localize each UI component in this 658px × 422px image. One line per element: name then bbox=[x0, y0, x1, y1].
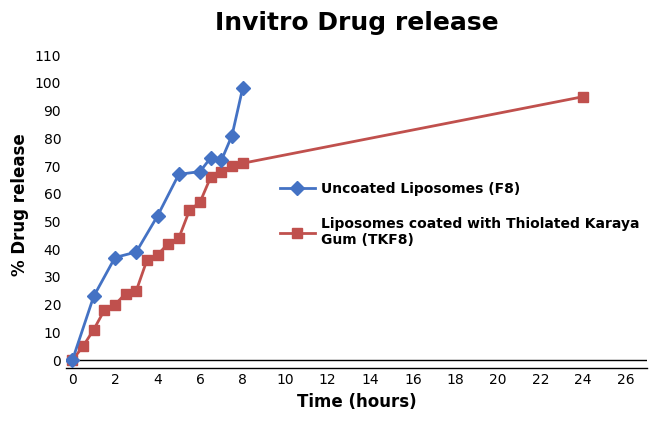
Y-axis label: % Drug release: % Drug release bbox=[11, 133, 29, 276]
Line: Uncoated Liposomes (F8): Uncoated Liposomes (F8) bbox=[68, 84, 247, 365]
Liposomes coated with Thiolated Karaya
Gum (TKF8) bbox=[79, 344, 87, 349]
Liposomes coated with Thiolated Karaya
Gum (TKF8) bbox=[122, 291, 130, 296]
Uncoated Liposomes (F8) bbox=[196, 169, 204, 174]
Liposomes coated with Thiolated Karaya
Gum (TKF8) bbox=[101, 308, 109, 313]
Uncoated Liposomes (F8) bbox=[89, 294, 97, 299]
Legend: Uncoated Liposomes (F8), Liposomes coated with Thiolated Karaya
Gum (TKF8): Uncoated Liposomes (F8), Liposomes coate… bbox=[280, 182, 640, 247]
Liposomes coated with Thiolated Karaya
Gum (TKF8) bbox=[153, 252, 161, 257]
Title: Invitro Drug release: Invitro Drug release bbox=[215, 11, 498, 35]
Uncoated Liposomes (F8) bbox=[217, 158, 225, 163]
Liposomes coated with Thiolated Karaya
Gum (TKF8) bbox=[111, 302, 119, 307]
Liposomes coated with Thiolated Karaya
Gum (TKF8) bbox=[143, 258, 151, 263]
Uncoated Liposomes (F8) bbox=[207, 155, 215, 160]
Uncoated Liposomes (F8) bbox=[175, 172, 183, 177]
Uncoated Liposomes (F8) bbox=[68, 357, 76, 362]
Liposomes coated with Thiolated Karaya
Gum (TKF8) bbox=[207, 175, 215, 180]
Liposomes coated with Thiolated Karaya
Gum (TKF8) bbox=[132, 288, 140, 293]
Liposomes coated with Thiolated Karaya
Gum (TKF8) bbox=[175, 235, 183, 241]
Liposomes coated with Thiolated Karaya
Gum (TKF8) bbox=[186, 208, 193, 213]
Liposomes coated with Thiolated Karaya
Gum (TKF8) bbox=[228, 163, 236, 168]
Liposomes coated with Thiolated Karaya
Gum (TKF8) bbox=[164, 241, 172, 246]
Liposomes coated with Thiolated Karaya
Gum (TKF8) bbox=[89, 327, 97, 332]
Liposomes coated with Thiolated Karaya
Gum (TKF8) bbox=[579, 94, 587, 99]
Line: Liposomes coated with Thiolated Karaya
Gum (TKF8): Liposomes coated with Thiolated Karaya G… bbox=[68, 92, 588, 365]
Liposomes coated with Thiolated Karaya
Gum (TKF8) bbox=[196, 200, 204, 205]
Uncoated Liposomes (F8) bbox=[228, 133, 236, 138]
Uncoated Liposomes (F8) bbox=[153, 214, 161, 219]
Liposomes coated with Thiolated Karaya
Gum (TKF8) bbox=[68, 357, 76, 362]
Liposomes coated with Thiolated Karaya
Gum (TKF8) bbox=[217, 169, 225, 174]
Liposomes coated with Thiolated Karaya
Gum (TKF8) bbox=[239, 161, 247, 166]
Uncoated Liposomes (F8) bbox=[239, 86, 247, 91]
Uncoated Liposomes (F8) bbox=[111, 255, 119, 260]
X-axis label: Time (hours): Time (hours) bbox=[297, 393, 417, 411]
Uncoated Liposomes (F8) bbox=[132, 249, 140, 254]
